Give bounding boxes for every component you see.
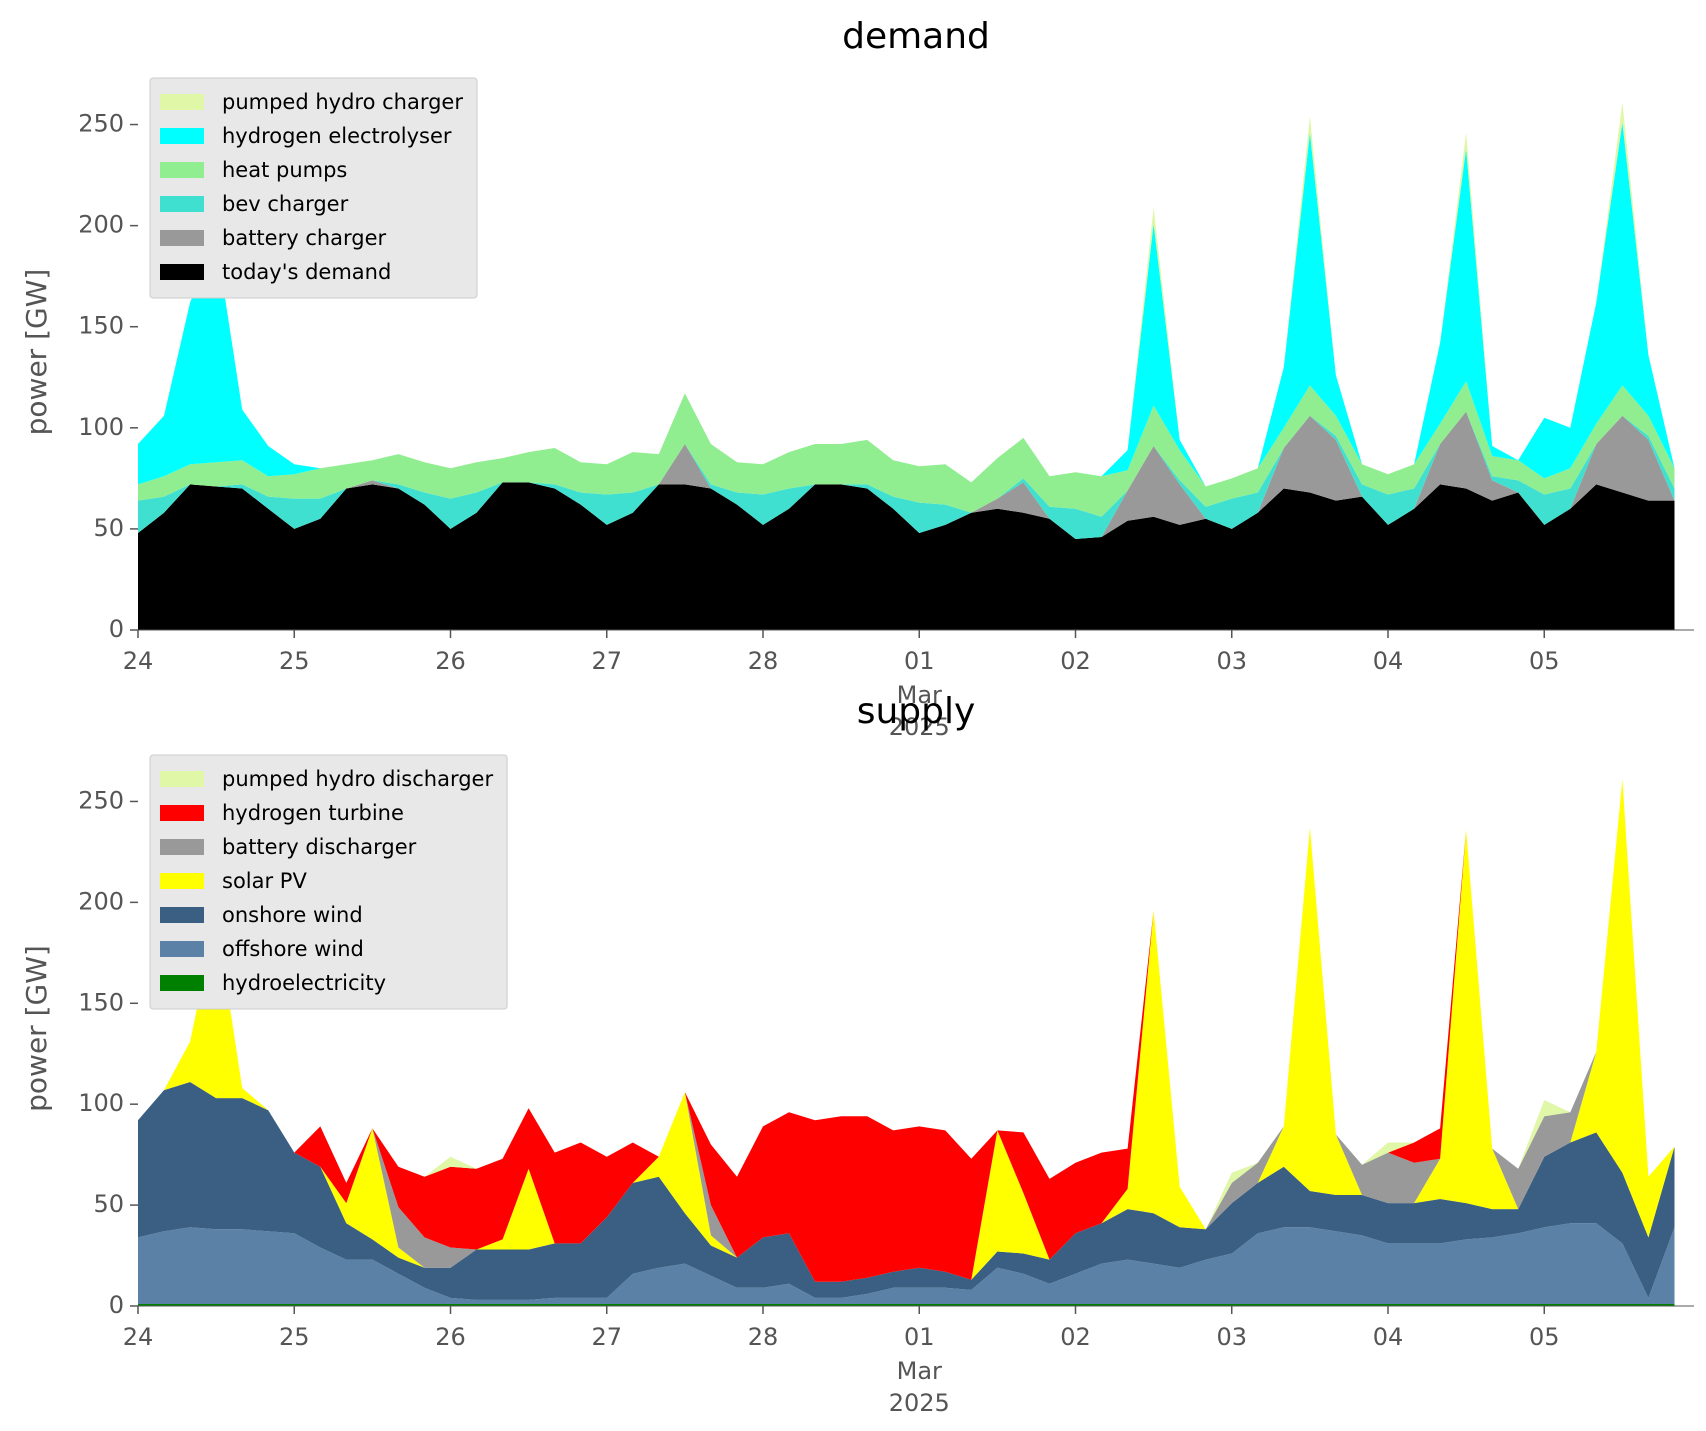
legend-label: pumped hydro charger — [222, 90, 463, 114]
legend-label: solar PV — [222, 869, 307, 893]
x-tick-label: 05 — [1529, 1323, 1560, 1351]
legend-swatch — [160, 230, 204, 246]
x-tick-label: 24 — [123, 647, 154, 675]
y-tick-label: 150 — [78, 312, 124, 340]
x-tick-label: 03 — [1216, 1323, 1247, 1351]
y-tick-label: 200 — [78, 211, 124, 239]
area-5 — [138, 1223, 1675, 1304]
y-tick-label: 0 — [109, 615, 124, 643]
legend-box — [149, 754, 508, 1010]
area-1 — [138, 122, 1675, 487]
legend-swatch — [160, 873, 204, 889]
legend-swatch — [160, 196, 204, 212]
x-tick-label: 26 — [435, 647, 466, 675]
legend-swatch — [160, 907, 204, 923]
legend-box — [149, 77, 478, 299]
area-3 — [138, 411, 1675, 539]
legend-swatch — [160, 839, 204, 855]
x-tick-label: 05 — [1529, 647, 1560, 675]
x-sublabel: Mar — [897, 1357, 942, 1385]
y-tick-label: 50 — [93, 514, 124, 542]
legend-swatch — [160, 975, 204, 991]
y-tick-label: 200 — [78, 887, 124, 915]
y-tick-label: 100 — [78, 413, 124, 441]
area-3 — [138, 779, 1675, 1282]
legend-swatch — [160, 94, 204, 110]
legend-label: pumped hydro discharger — [222, 767, 493, 791]
y-tick-label: 250 — [78, 110, 124, 138]
x-tick-label: 02 — [1060, 647, 1091, 675]
x-tick-label: 25 — [279, 647, 310, 675]
x-sublabel: Mar — [897, 681, 942, 709]
area-2 — [138, 381, 1675, 517]
legend-label: battery discharger — [222, 835, 417, 859]
legend-swatch — [160, 128, 204, 144]
y-tick-label: 250 — [78, 786, 124, 814]
x-tick-label: 24 — [123, 1323, 154, 1351]
chart-title: supply — [857, 691, 976, 732]
x-tick-label: 02 — [1060, 1323, 1091, 1351]
legend-label: today's demand — [222, 260, 391, 284]
y-tick-label: 50 — [93, 1190, 124, 1218]
x-tick-label: 28 — [748, 647, 779, 675]
x-tick-label: 27 — [591, 647, 622, 675]
legend-label: battery charger — [222, 226, 387, 250]
x-tick-label: 28 — [748, 1323, 779, 1351]
y-axis-label: power [GW] — [20, 269, 53, 436]
x-tick-label: 04 — [1373, 647, 1404, 675]
legend-label: bev charger — [222, 192, 349, 216]
legend-label: hydrogen turbine — [222, 801, 404, 825]
legend-label: hydroelectricity — [222, 971, 386, 995]
x-tick-label: 01 — [904, 1323, 935, 1351]
area-5 — [138, 482, 1675, 630]
x-tick-label: 26 — [435, 1323, 466, 1351]
chart-title: demand — [842, 16, 990, 57]
legend-label: offshore wind — [222, 937, 364, 961]
legend-swatch — [160, 805, 204, 821]
y-tick-label: 100 — [78, 1089, 124, 1117]
x-tick-label: 25 — [279, 1323, 310, 1351]
legend-swatch — [160, 941, 204, 957]
y-axis-label: power [GW] — [20, 945, 53, 1112]
x-tick-label: 03 — [1216, 647, 1247, 675]
x-sublabel: 2025 — [889, 713, 950, 741]
legend-label: onshore wind — [222, 903, 363, 927]
area-1 — [138, 779, 1675, 1282]
area-4 — [138, 411, 1675, 539]
legend-swatch — [160, 162, 204, 178]
legend-label: heat pumps — [222, 158, 347, 182]
x-sublabel: 2025 — [889, 1389, 950, 1417]
x-tick-label: 27 — [591, 1323, 622, 1351]
y-tick-label: 0 — [109, 1291, 124, 1319]
y-tick-label: 150 — [78, 988, 124, 1016]
legend-swatch — [160, 264, 204, 280]
legend-swatch — [160, 771, 204, 787]
x-tick-label: 04 — [1373, 1323, 1404, 1351]
legend-label: hydrogen electrolyser — [222, 124, 452, 148]
x-tick-label: 01 — [904, 647, 935, 675]
